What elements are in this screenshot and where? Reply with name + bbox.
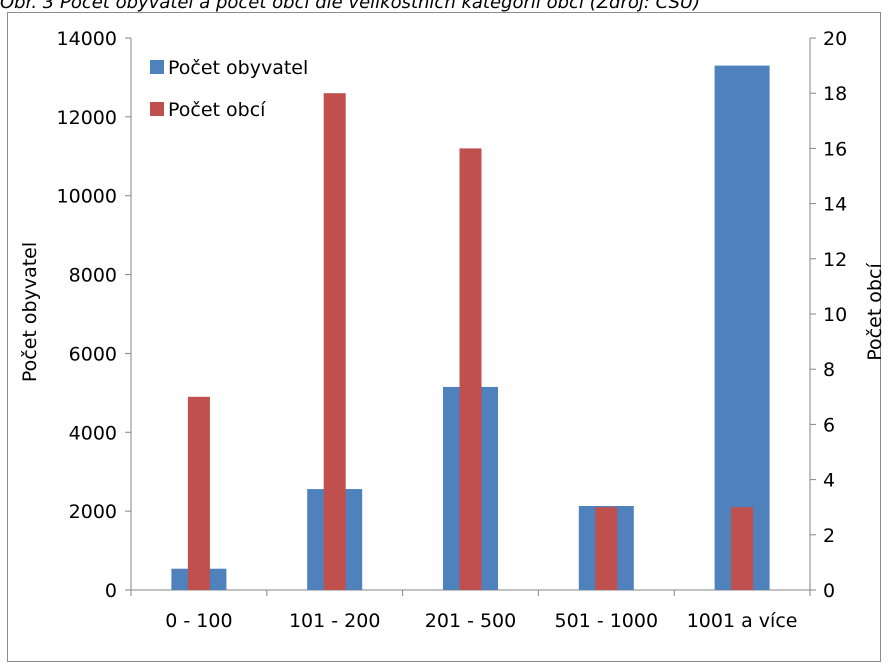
y-right-tick-label: 18 <box>823 83 847 105</box>
y-axis-left-label: Počet obyvatel <box>19 242 41 382</box>
y-right-tick-label: 16 <box>823 138 847 160</box>
y-right-tick-label: 12 <box>823 249 847 271</box>
legend-swatch <box>150 102 164 116</box>
y-left-tick-label: 0 <box>105 580 117 602</box>
legend-label: Počet obyvatel <box>168 57 308 79</box>
y-right-tick-label: 20 <box>823 28 847 50</box>
y-left-tick-label: 14000 <box>57 28 117 50</box>
legend: Počet obyvatel Počet obcí <box>150 57 308 121</box>
bar-pocet-obyvatel <box>714 65 770 591</box>
y-left-tick-label: 8000 <box>69 265 117 287</box>
y-right-tick-label: 8 <box>823 359 835 381</box>
bar-pocet-obci <box>459 148 482 590</box>
y-left-tick-label: 4000 <box>69 422 117 444</box>
bar-pocet-obci <box>187 396 210 590</box>
y-left-tick-label: 10000 <box>57 186 117 208</box>
y-right-tick-label: 14 <box>823 194 847 216</box>
y-right-tick-label: 6 <box>823 414 835 436</box>
x-tick-label: 101 - 200 <box>289 610 380 632</box>
y-left-tick-label: 12000 <box>57 107 117 129</box>
y-right-tick-label: 0 <box>823 580 835 602</box>
legend-swatch <box>150 60 164 74</box>
y-right-tick-label: 4 <box>823 470 835 492</box>
x-tick-label: 201 - 500 <box>425 610 516 632</box>
y-axis-right-label: Počet obcí <box>864 263 886 361</box>
x-tick-label: 0 - 100 <box>165 610 232 632</box>
tick-labels: 0200040006000800010000120001400002468101… <box>57 28 848 632</box>
bars <box>171 65 770 591</box>
figure-caption: Obr. 3 Počet obyvatel a počet obcí dle v… <box>0 0 701 13</box>
y-right-tick-label: 10 <box>823 304 847 326</box>
x-tick-label: 1001 a více <box>687 610 798 632</box>
x-tick-label: 501 - 1000 <box>555 610 659 632</box>
y-left-tick-label: 2000 <box>69 501 117 523</box>
bar-pocet-obci <box>323 93 346 590</box>
y-right-tick-label: 2 <box>823 525 835 547</box>
legend-label: Počet obcí <box>168 99 266 121</box>
y-left-tick-label: 6000 <box>69 343 117 365</box>
bar-pocet-obci <box>595 507 618 590</box>
bar-pocet-obci <box>731 507 754 590</box>
